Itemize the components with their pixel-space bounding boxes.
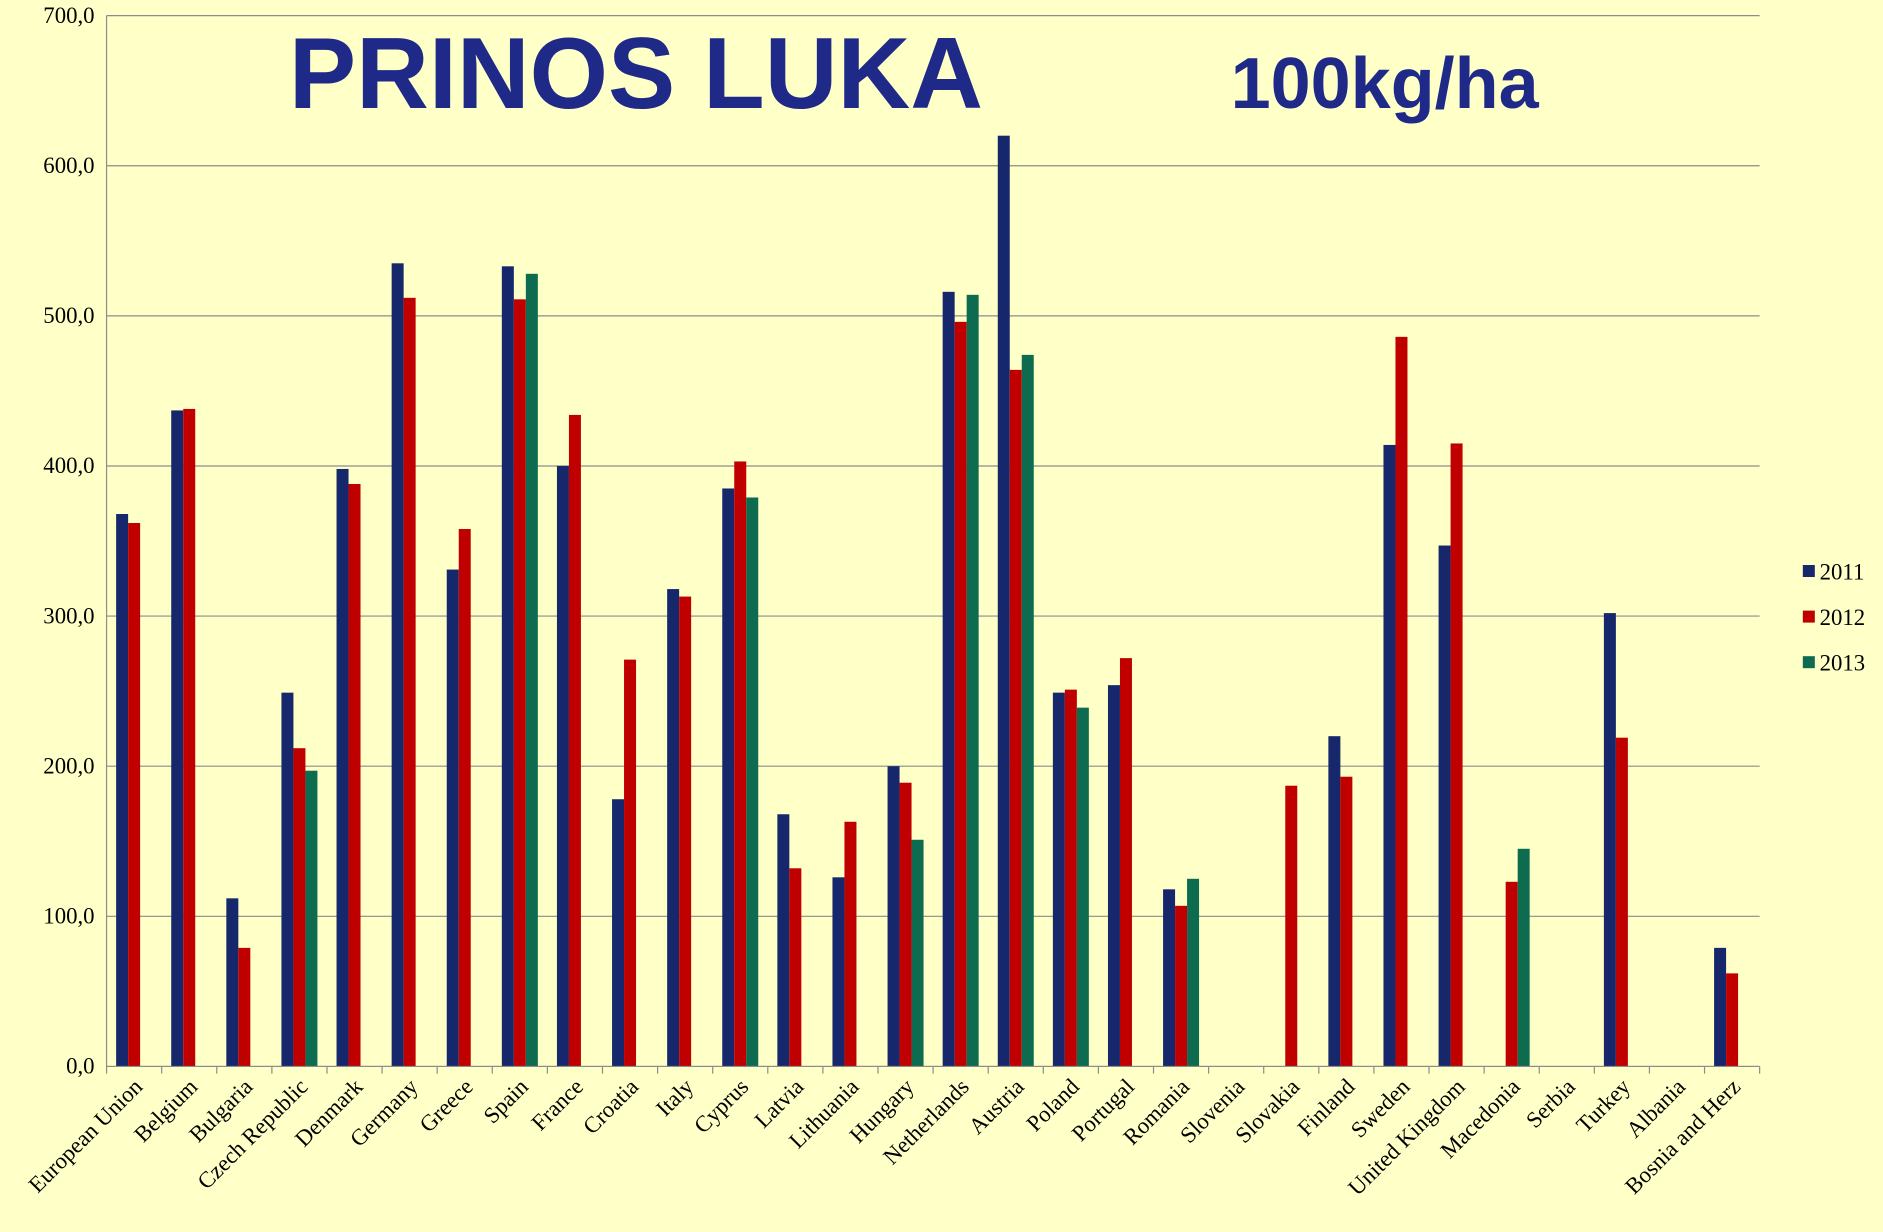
- bar: [171, 410, 184, 1067]
- chart-title: PRINOS LUKA: [289, 18, 983, 130]
- bar: [1438, 545, 1451, 1067]
- bar: [183, 408, 196, 1067]
- legend-label: 2012: [1820, 605, 1866, 630]
- bar: [1603, 613, 1616, 1067]
- bar: [624, 659, 637, 1067]
- bar: [1395, 336, 1408, 1067]
- bar: [238, 947, 251, 1067]
- legend-swatch: [1802, 565, 1815, 578]
- bar: [391, 263, 404, 1067]
- bar: [887, 766, 900, 1067]
- bar: [667, 589, 680, 1067]
- bar: [1064, 689, 1077, 1067]
- bar: [501, 266, 514, 1067]
- bar: [226, 898, 239, 1067]
- bar: [1119, 658, 1132, 1067]
- bar: [1714, 947, 1727, 1067]
- y-tick-label: 300,0: [43, 603, 94, 628]
- bar: [954, 321, 967, 1067]
- bar: [612, 799, 625, 1067]
- bar: [1021, 354, 1034, 1067]
- bar: [1052, 692, 1065, 1067]
- bar: [722, 488, 735, 1067]
- bar: [899, 782, 912, 1067]
- legend-label: 2011: [1820, 559, 1865, 584]
- bar: [556, 465, 569, 1067]
- bar: [679, 596, 692, 1067]
- bar: [1505, 881, 1518, 1067]
- bar: [1285, 785, 1298, 1067]
- bar: [458, 529, 471, 1067]
- bar: [942, 291, 955, 1067]
- bar: [116, 514, 129, 1067]
- bar: [1163, 889, 1176, 1067]
- bar: [1328, 736, 1341, 1067]
- bar: [966, 294, 979, 1067]
- bar: [403, 297, 416, 1067]
- legend-swatch: [1802, 610, 1815, 623]
- bar: [832, 877, 845, 1067]
- bar: [1175, 905, 1188, 1067]
- legend-swatch: [1802, 656, 1815, 669]
- bar: [293, 748, 306, 1067]
- y-tick-label: 400,0: [43, 453, 94, 478]
- bar: [1726, 973, 1739, 1067]
- bar: [1340, 776, 1353, 1067]
- bar: [1450, 443, 1463, 1067]
- bar: [513, 299, 526, 1067]
- bar: [1615, 737, 1628, 1067]
- y-tick-label: 100,0: [43, 904, 94, 929]
- bar: [746, 497, 759, 1067]
- bar: [305, 770, 318, 1067]
- bar: [911, 839, 924, 1067]
- y-tick-label: 500,0: [43, 303, 94, 328]
- y-tick-label: 700,0: [43, 3, 94, 28]
- bar: [844, 821, 857, 1067]
- bar: [1076, 707, 1089, 1067]
- bar: [128, 523, 141, 1067]
- bar: [281, 692, 294, 1067]
- bar: [1383, 444, 1396, 1067]
- chart-subtitle: 100kg/ha: [1231, 44, 1540, 124]
- y-tick-label: 0,0: [66, 1054, 94, 1079]
- bar: [525, 273, 538, 1067]
- bar: [997, 135, 1010, 1067]
- y-tick-label: 600,0: [43, 153, 94, 178]
- y-tick-label: 200,0: [43, 753, 94, 778]
- bar: [1107, 685, 1120, 1067]
- bar: [777, 814, 790, 1067]
- bar: [1009, 369, 1022, 1067]
- bar: [789, 868, 802, 1067]
- bar: [446, 569, 459, 1067]
- bar: [568, 414, 581, 1067]
- legend-label: 2013: [1820, 651, 1866, 676]
- bar: [336, 468, 349, 1067]
- bar: [734, 461, 747, 1067]
- bar: [1187, 878, 1200, 1067]
- bar: [1517, 848, 1530, 1067]
- bar: [348, 483, 361, 1067]
